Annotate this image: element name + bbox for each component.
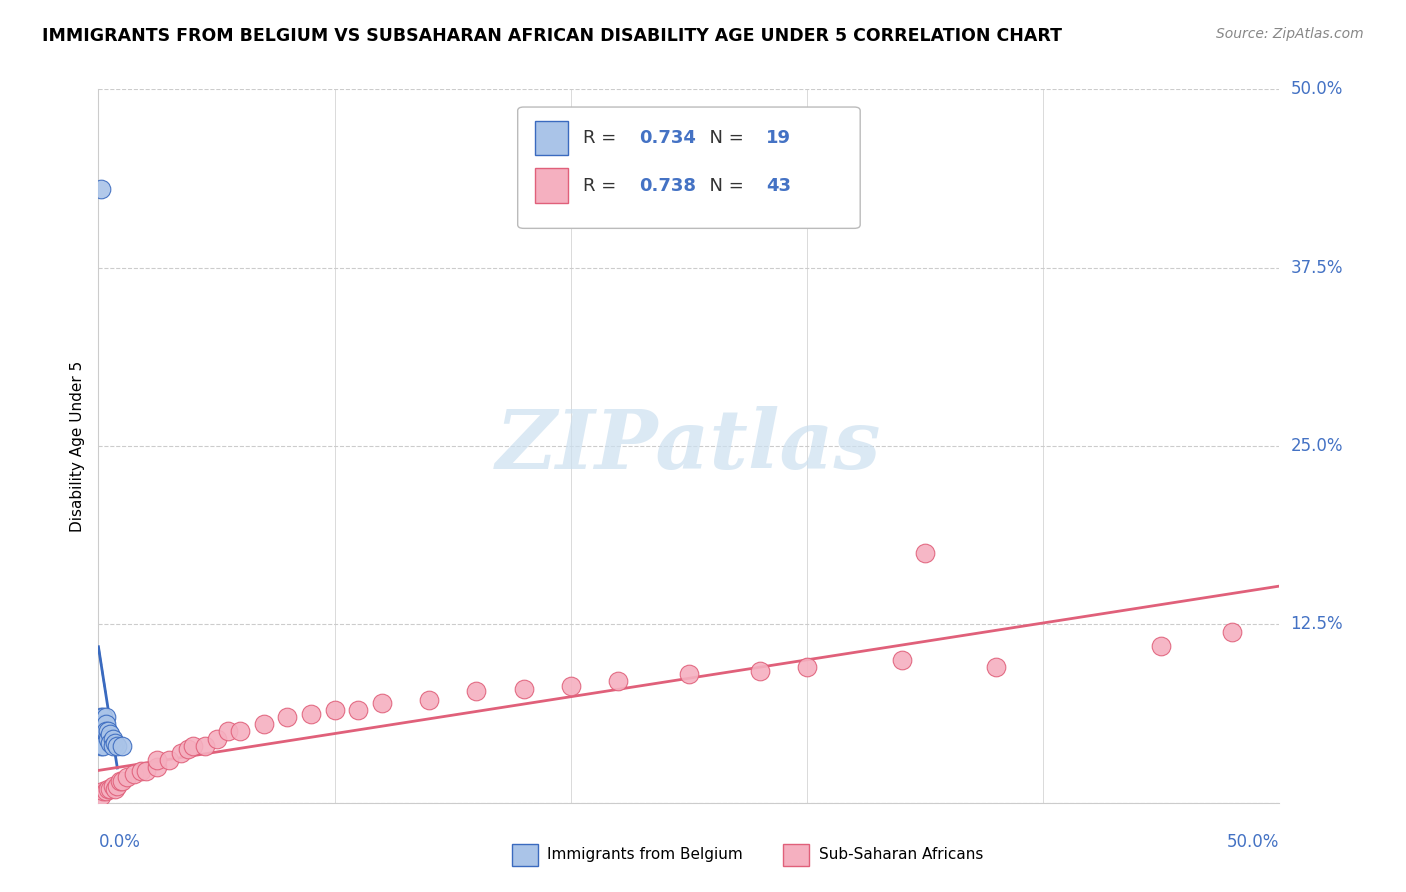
Point <box>91 784 114 798</box>
Point <box>104 781 127 796</box>
Text: N =: N = <box>699 128 749 146</box>
Point <box>347 703 370 717</box>
Point <box>465 684 488 698</box>
Point <box>512 681 534 696</box>
Point <box>560 679 582 693</box>
Text: Immigrants from Belgium: Immigrants from Belgium <box>547 847 742 863</box>
Point <box>94 784 117 798</box>
Point <box>101 779 124 793</box>
Point <box>129 764 152 779</box>
Text: IMMIGRANTS FROM BELGIUM VS SUBSAHARAN AFRICAN DISABILITY AGE UNDER 5 CORRELATION: IMMIGRANTS FROM BELGIUM VS SUBSAHARAN AF… <box>42 27 1062 45</box>
Point <box>170 746 193 760</box>
Point <box>90 789 112 803</box>
Text: 25.0%: 25.0% <box>1291 437 1343 455</box>
Text: 50.0%: 50.0% <box>1227 833 1279 851</box>
Point <box>748 665 770 679</box>
Text: 0.0%: 0.0% <box>98 833 141 851</box>
Point <box>91 739 114 753</box>
Point <box>94 724 117 739</box>
Text: Source: ZipAtlas.com: Source: ZipAtlas.com <box>1216 27 1364 41</box>
Point <box>194 739 217 753</box>
Text: 0.738: 0.738 <box>640 177 696 194</box>
Text: R =: R = <box>582 177 621 194</box>
Text: 37.5%: 37.5% <box>1291 259 1343 277</box>
Point <box>135 764 157 779</box>
Point <box>418 693 440 707</box>
Text: 43: 43 <box>766 177 790 194</box>
Point <box>111 739 134 753</box>
Point <box>90 710 112 724</box>
Point <box>91 710 114 724</box>
Point <box>177 741 200 756</box>
Point <box>98 727 121 741</box>
Point <box>890 653 912 667</box>
Point <box>607 674 630 689</box>
FancyBboxPatch shape <box>783 844 810 865</box>
Text: 0.734: 0.734 <box>640 128 696 146</box>
Point <box>146 753 169 767</box>
Point <box>157 753 180 767</box>
Point <box>90 739 112 753</box>
Text: 12.5%: 12.5% <box>1291 615 1343 633</box>
FancyBboxPatch shape <box>512 844 537 865</box>
Point <box>122 767 145 781</box>
Point <box>101 731 124 746</box>
Point <box>181 739 204 753</box>
Text: 19: 19 <box>766 128 790 146</box>
Point <box>91 717 114 731</box>
Point <box>205 731 228 746</box>
Point <box>115 770 138 784</box>
Point <box>98 781 121 796</box>
Point <box>105 779 128 793</box>
Text: Sub-Saharan Africans: Sub-Saharan Africans <box>818 847 983 863</box>
Text: ZIPatlas: ZIPatlas <box>496 406 882 486</box>
Point <box>111 774 134 789</box>
Y-axis label: Disability Age Under 5: Disability Age Under 5 <box>70 360 86 532</box>
Point <box>371 696 394 710</box>
FancyBboxPatch shape <box>536 120 568 155</box>
Text: N =: N = <box>699 177 749 194</box>
Point <box>146 760 169 774</box>
Point <box>97 724 120 739</box>
Point <box>101 739 124 753</box>
Point <box>796 660 818 674</box>
Point <box>229 724 252 739</box>
FancyBboxPatch shape <box>536 169 568 202</box>
Point <box>984 660 1007 674</box>
Point <box>253 717 276 731</box>
Point <box>678 667 700 681</box>
Point <box>90 182 112 196</box>
Point <box>104 736 127 750</box>
Point <box>914 546 936 560</box>
Point <box>323 703 346 717</box>
Text: R =: R = <box>582 128 621 146</box>
Point <box>97 781 120 796</box>
Point <box>1150 639 1173 653</box>
Point <box>1220 624 1243 639</box>
Point <box>90 724 112 739</box>
Point <box>276 710 298 724</box>
Point <box>98 736 121 750</box>
Point <box>94 710 117 724</box>
Point <box>97 731 120 746</box>
Point <box>299 707 322 722</box>
Text: 50.0%: 50.0% <box>1291 80 1343 98</box>
Point <box>217 724 239 739</box>
FancyBboxPatch shape <box>517 107 860 228</box>
Point <box>105 739 128 753</box>
Point <box>108 774 131 789</box>
Point <box>94 717 117 731</box>
